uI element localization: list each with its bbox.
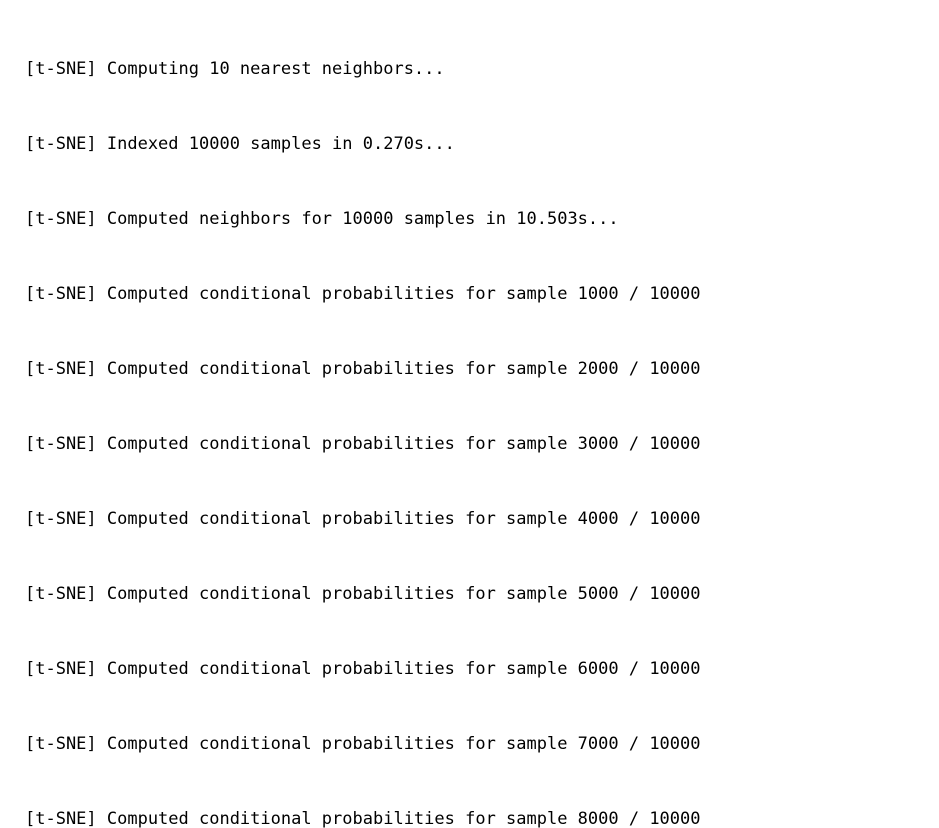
log-line: [t-SNE] Computed neighbors for 10000 sam…: [25, 209, 619, 229]
console-output: [t-SNE] Computing 10 nearest neighbors..…: [25, 59, 701, 828]
log-line: [t-SNE] Computed conditional probabiliti…: [25, 584, 701, 604]
log-line: [t-SNE] Computed conditional probabiliti…: [25, 434, 701, 454]
log-line: [t-SNE] Computed conditional probabiliti…: [25, 359, 701, 379]
log-line: [t-SNE] Computed conditional probabiliti…: [25, 809, 701, 828]
log-line: [t-SNE] Computed conditional probabiliti…: [25, 734, 701, 754]
log-line: [t-SNE] Indexed 10000 samples in 0.270s.…: [25, 134, 455, 154]
log-line: [t-SNE] Computed conditional probabiliti…: [25, 659, 701, 679]
log-line: [t-SNE] Computing 10 nearest neighbors..…: [25, 59, 445, 79]
log-line: [t-SNE] Computed conditional probabiliti…: [25, 509, 701, 529]
log-line: [t-SNE] Computed conditional probabiliti…: [25, 284, 701, 304]
